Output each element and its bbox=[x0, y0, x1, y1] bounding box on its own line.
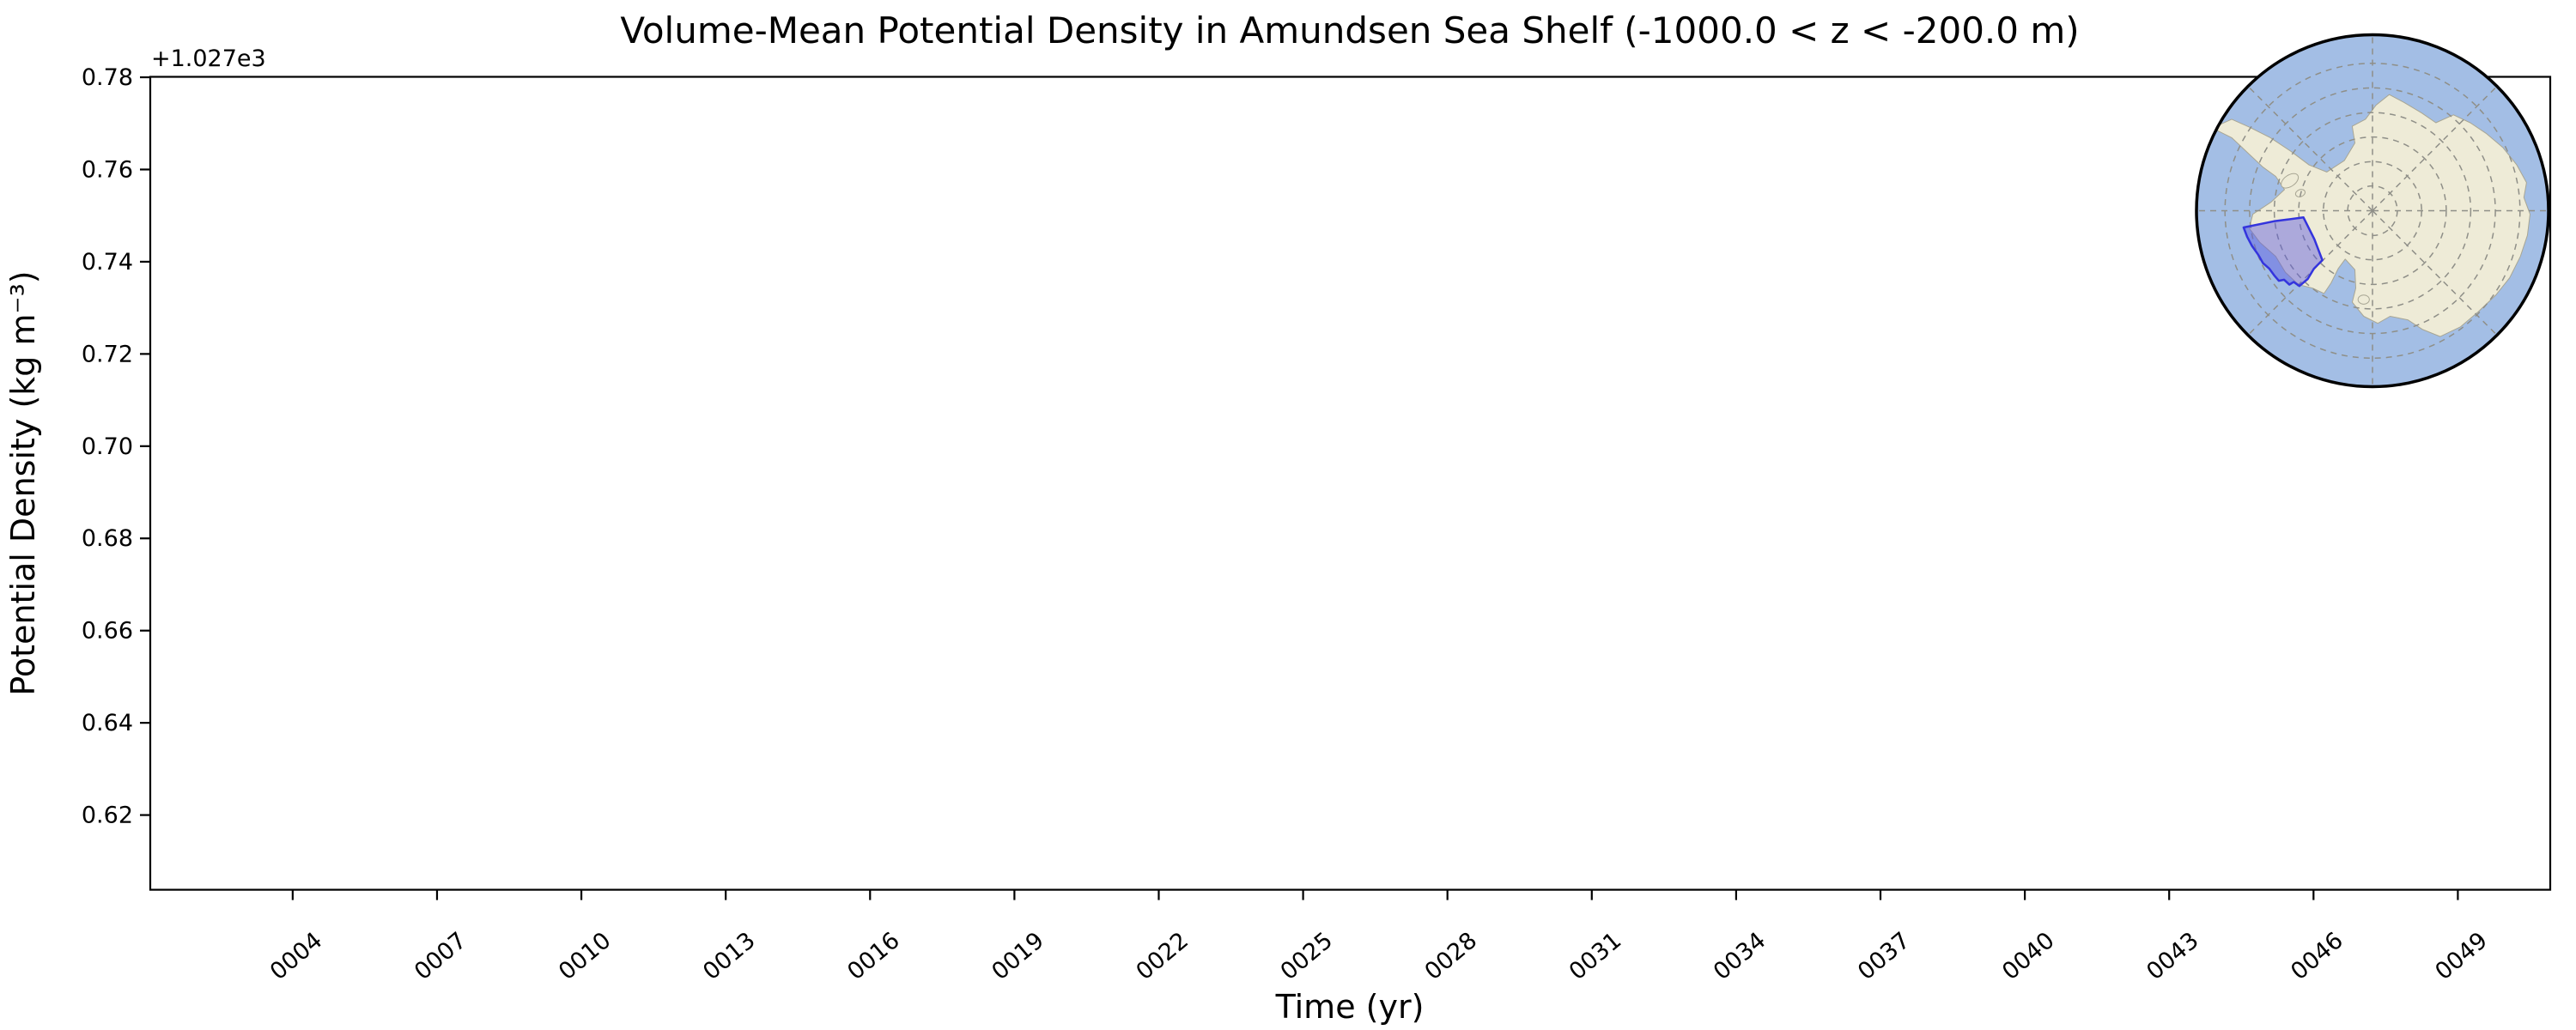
x-axis-ticks: 0004 0007 0010 0013 0016 0019 0022 0025 0028 0031… bbox=[265, 889, 2493, 985]
x-axis-label: Time (yr) bbox=[1275, 988, 1425, 1026]
graticule-circle bbox=[2273, 112, 2472, 310]
x-tick-label: 0031 bbox=[1564, 927, 1627, 985]
y-tick-label: 0.76 bbox=[82, 156, 133, 183]
y-tick-label: 0.62 bbox=[82, 803, 133, 829]
x-tick-label: 0028 bbox=[1420, 927, 1483, 985]
y-tick-label: 0.64 bbox=[82, 710, 133, 736]
x-tick-label: 0013 bbox=[698, 927, 761, 985]
x-tick-label: 0040 bbox=[1997, 927, 2060, 985]
axes-frame bbox=[149, 76, 2552, 891]
x-tick-label: 0034 bbox=[1709, 927, 1771, 985]
x-tick-label: 0046 bbox=[2286, 927, 2348, 985]
y-axis-label: Potential Density (kg m⁻³) bbox=[4, 270, 42, 695]
x-tick-label: 0025 bbox=[1276, 927, 1339, 985]
y-axis-ticks: 0.62 0.64 0.66 0.68 0.70 0.72 0.74 0.76 0.78 bbox=[82, 64, 150, 829]
graticule-meridian bbox=[2247, 209, 2373, 336]
x-tick-label: 0022 bbox=[1131, 927, 1194, 985]
graticule-circle bbox=[2298, 136, 2447, 286]
amundsen-region-highlight bbox=[2242, 216, 2324, 288]
island bbox=[2357, 294, 2370, 305]
x-tick-label: 0010 bbox=[554, 927, 617, 985]
y-tick-label: 0.72 bbox=[82, 341, 133, 367]
graticule bbox=[2196, 34, 2549, 387]
antarctica-landmass bbox=[2211, 94, 2530, 337]
y-tick-label: 0.78 bbox=[82, 64, 133, 91]
axes-spines bbox=[149, 76, 2552, 891]
island bbox=[2281, 173, 2300, 189]
x-tick-label: 0019 bbox=[987, 927, 1049, 985]
graticule-meridian bbox=[2372, 86, 2498, 212]
globe-border bbox=[2195, 33, 2550, 389]
graticule-meridian bbox=[2372, 209, 2498, 336]
y-tick-label: 0.66 bbox=[82, 618, 133, 645]
graticule-meridian bbox=[2247, 86, 2373, 212]
x-tick-label: 0049 bbox=[2430, 927, 2493, 985]
y-tick-label: 0.70 bbox=[82, 433, 133, 460]
x-tick-label: 0037 bbox=[1853, 927, 1916, 985]
chart-title: Volume-Mean Potential Density in Amundse… bbox=[620, 9, 2079, 52]
y-tick-label: 0.74 bbox=[82, 249, 133, 276]
y-tick-label: 0.68 bbox=[82, 525, 133, 552]
x-tick-label: 0043 bbox=[2142, 927, 2204, 985]
x-tick-label: 0007 bbox=[410, 927, 472, 985]
y-axis-offset-text: +1.027e3 bbox=[151, 45, 266, 72]
globe-contents bbox=[2196, 34, 2549, 387]
x-tick-label: 0016 bbox=[842, 927, 905, 985]
x-tick-label: 0004 bbox=[265, 927, 328, 985]
antarctica-inset-map bbox=[2195, 33, 2550, 389]
